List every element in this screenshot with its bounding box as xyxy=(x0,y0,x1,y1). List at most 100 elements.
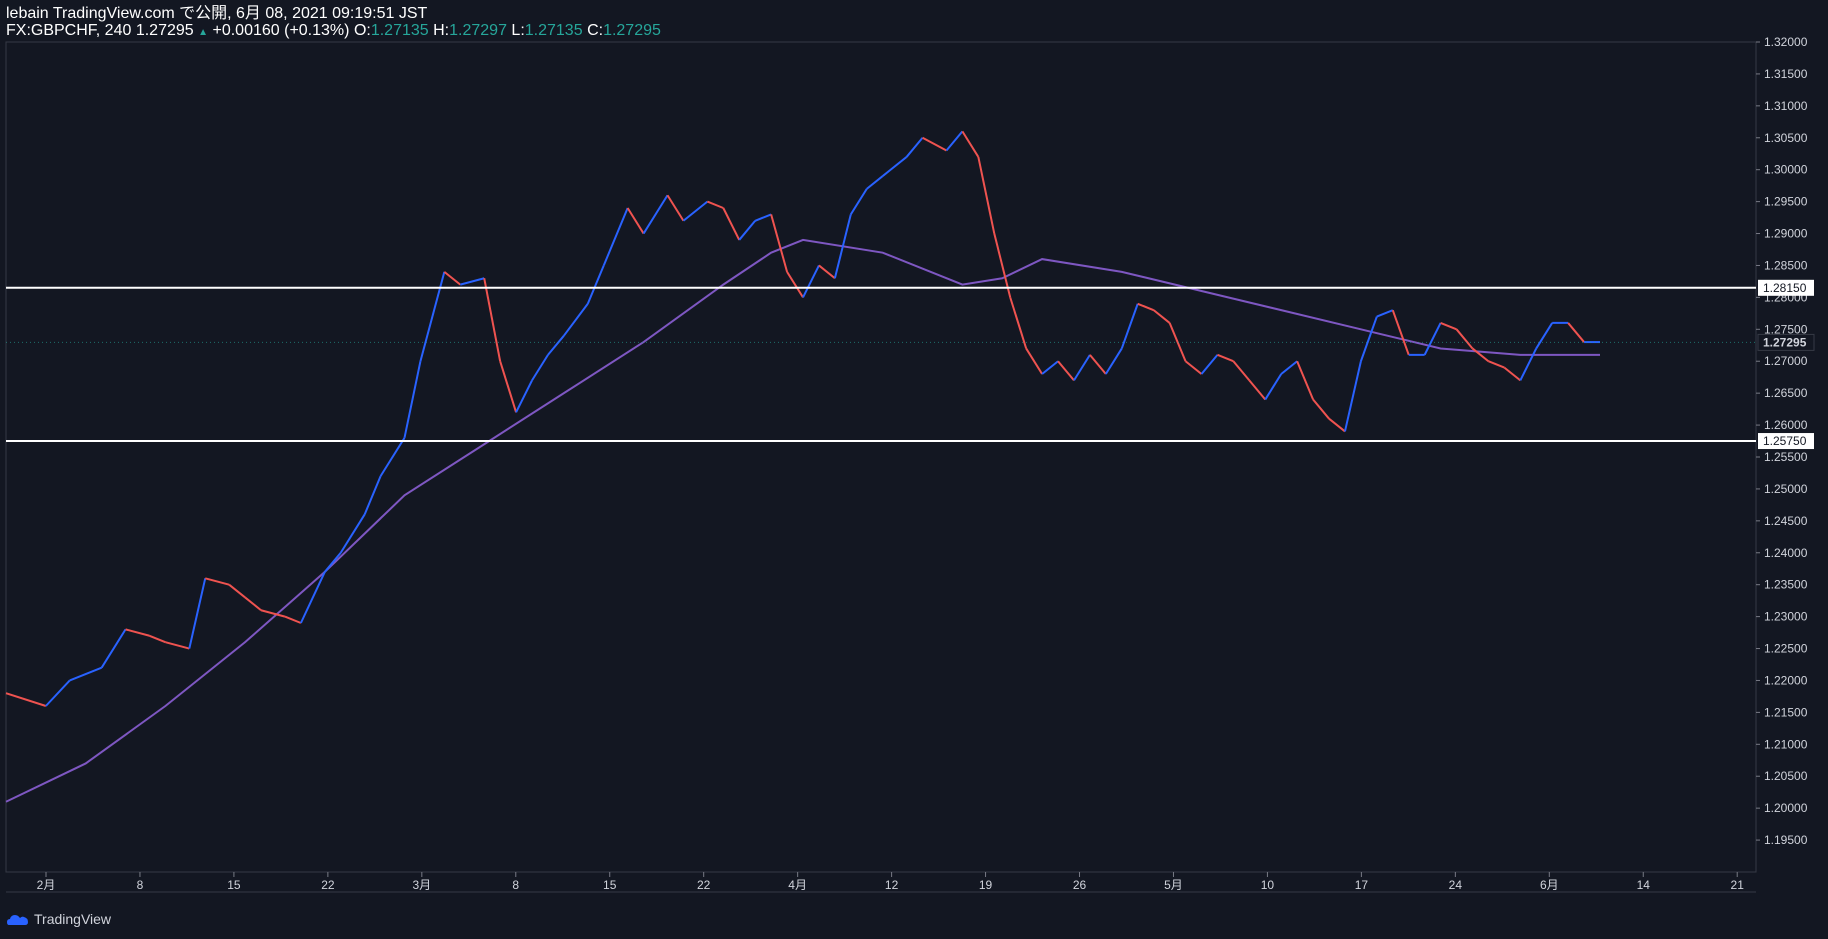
price-segment xyxy=(706,200,724,209)
price-segment xyxy=(125,628,150,637)
price-segment xyxy=(69,666,103,682)
price-segment xyxy=(866,175,884,190)
x-tick-label: 12 xyxy=(885,878,899,892)
price-segment xyxy=(403,361,422,439)
price-segment xyxy=(1137,302,1155,312)
price-segment xyxy=(642,194,669,235)
price-segment xyxy=(100,628,127,669)
close-label: C: xyxy=(587,22,604,39)
y-tick-label: 1.28500 xyxy=(1764,258,1808,272)
price-segment xyxy=(1359,316,1378,362)
y-tick-label: 1.25000 xyxy=(1764,482,1808,496)
price-segment xyxy=(1120,303,1139,349)
price-segment xyxy=(1376,309,1394,318)
price-segment xyxy=(1041,360,1059,375)
price-segment xyxy=(563,303,589,337)
level-price-label: 1.25750 xyxy=(1763,434,1807,448)
x-tick-label: 24 xyxy=(1449,878,1463,892)
price-segment xyxy=(905,137,924,158)
price-segment xyxy=(531,354,549,381)
price-segment xyxy=(515,379,533,413)
price-segment xyxy=(379,437,406,477)
y-tick-label: 1.20500 xyxy=(1764,769,1808,783)
y-tick-label: 1.30000 xyxy=(1764,163,1808,177)
price-segment xyxy=(961,130,980,158)
price-segment xyxy=(738,220,756,241)
price-segment xyxy=(5,692,47,707)
y-tick-label: 1.32000 xyxy=(1764,35,1808,49)
price-segment xyxy=(149,634,166,644)
y-tick-label: 1.27500 xyxy=(1764,322,1808,336)
x-tick-label: 26 xyxy=(1073,878,1087,892)
x-tick-label: 19 xyxy=(979,878,993,892)
level-price-tag xyxy=(1758,279,1814,296)
price-segment xyxy=(188,578,207,649)
price-segment xyxy=(602,207,629,266)
price-segment xyxy=(1009,297,1028,349)
price-segment xyxy=(45,679,71,707)
price-segment xyxy=(419,271,446,362)
price-segment xyxy=(770,214,789,273)
y-tick-label: 1.29500 xyxy=(1764,195,1808,209)
price-segment xyxy=(1200,354,1219,375)
price-segment xyxy=(1519,348,1538,381)
price-segment xyxy=(443,271,461,286)
x-tick-label: 21 xyxy=(1731,878,1745,892)
x-tick-label: 15 xyxy=(227,878,241,892)
price-segment xyxy=(1423,322,1442,356)
price-segment xyxy=(1503,366,1521,382)
y-tick-label: 1.20000 xyxy=(1764,801,1808,815)
price-segment xyxy=(1296,360,1315,400)
price-segment xyxy=(754,213,772,222)
price-segment xyxy=(1535,322,1554,349)
price-segment xyxy=(1343,361,1362,432)
y-tick-label: 1.27000 xyxy=(1764,354,1808,368)
price-segment xyxy=(849,188,868,215)
price-segment xyxy=(1232,360,1251,382)
y-tick-label: 1.25500 xyxy=(1764,450,1808,464)
x-tick-label: 3月 xyxy=(412,878,431,892)
price-segment xyxy=(483,278,502,362)
ohlc-legend: FX:GBPCHF, 240 1.27295 ▲ +0.00160 (+0.13… xyxy=(6,21,661,42)
price-segment xyxy=(1264,373,1283,401)
price-segment xyxy=(299,571,326,624)
price-segment xyxy=(260,609,286,618)
x-tick-label: 5月 xyxy=(1164,878,1183,892)
tradingview-cloud-icon xyxy=(7,915,28,925)
symbol-label: FX:GBPCHF, 240 xyxy=(6,22,132,39)
price-segment xyxy=(1248,379,1267,401)
price-segment xyxy=(228,583,246,599)
y-tick-label: 1.24000 xyxy=(1764,546,1808,560)
x-tick-label: 2月 xyxy=(37,878,56,892)
price-segment xyxy=(1153,309,1171,324)
price-segment xyxy=(1567,322,1585,343)
price-segment xyxy=(339,513,366,554)
x-tick-label: 17 xyxy=(1355,878,1369,892)
tradingview-label: TradingView xyxy=(34,911,112,927)
x-tick-label: 22 xyxy=(697,878,711,892)
plot-frame xyxy=(5,41,1757,873)
price-segment xyxy=(786,271,804,298)
moving-average-line xyxy=(5,238,1600,803)
y-tick-label: 1.23500 xyxy=(1764,578,1808,592)
price-segment xyxy=(204,577,230,586)
price-segment xyxy=(1168,322,1187,362)
y-tick-label: 1.19500 xyxy=(1764,833,1808,847)
price-segment xyxy=(1391,309,1410,356)
y-tick-label: 1.21500 xyxy=(1764,705,1808,719)
high-value: 1.27297 xyxy=(449,22,507,39)
y-tick-label: 1.22500 xyxy=(1764,642,1808,656)
price-segment xyxy=(882,156,908,177)
y-tick-label: 1.31500 xyxy=(1764,67,1808,81)
x-tick-label: 15 xyxy=(603,878,617,892)
x-tick-label: 6月 xyxy=(1540,878,1559,892)
price-segment xyxy=(626,207,645,235)
y-tick-label: 1.22000 xyxy=(1764,673,1808,687)
price-segment xyxy=(244,596,262,612)
x-tick-label: 22 xyxy=(321,878,335,892)
price-segment xyxy=(1073,354,1091,381)
price-segment xyxy=(1217,353,1234,363)
price-segment xyxy=(722,207,741,241)
y-tick-label: 1.26500 xyxy=(1764,386,1808,400)
